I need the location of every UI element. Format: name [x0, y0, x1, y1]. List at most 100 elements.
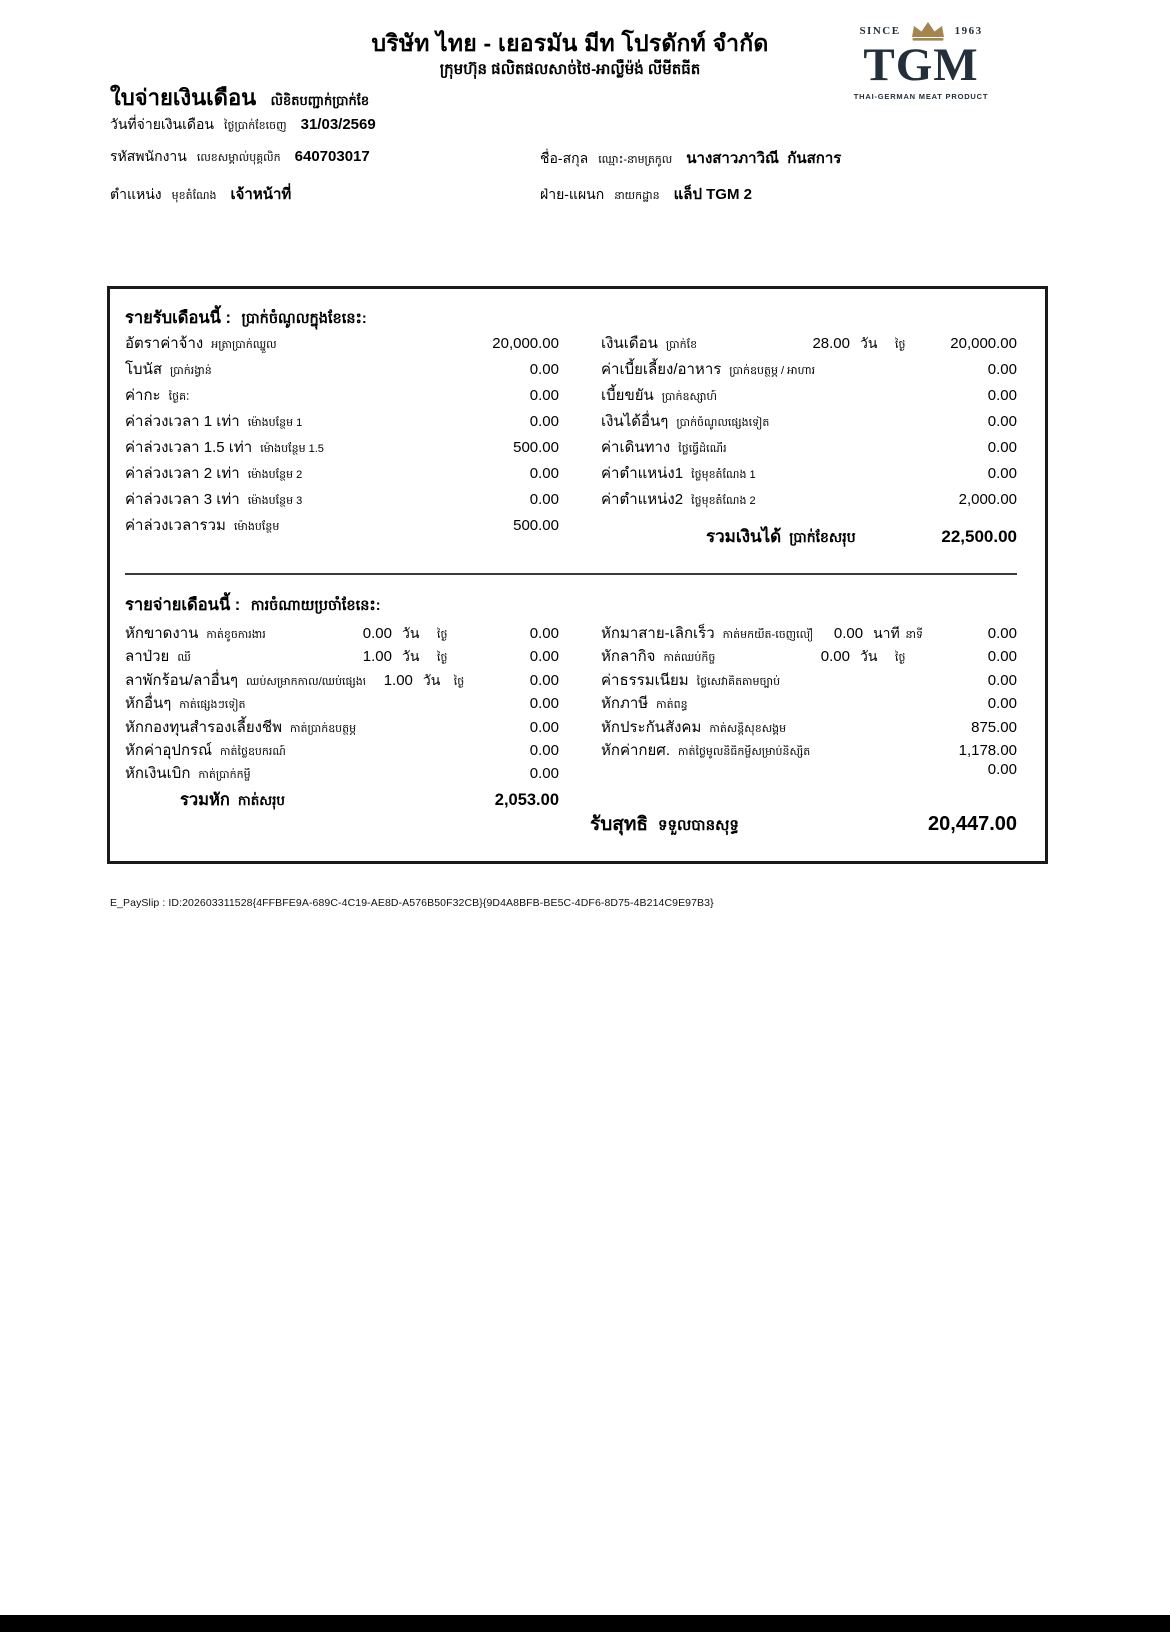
deductions-total-row: รวมหัก កាត់សរុប 2,053.00: [125, 787, 559, 813]
row-label-thai: อัตราค่าจ้าง: [125, 335, 204, 352]
row-label-thai: ค่าธรรมเนียม: [601, 671, 689, 689]
row-label-thai: ค่าตำแหน่ง2: [601, 491, 684, 508]
logo-acronym: TGM: [863, 39, 979, 91]
pay-row: หักภาษี កាត់ពន្ធ 0.00: [601, 691, 1017, 714]
pay-row: ค่าธรรมเนียม ថ្លៃសេវាគិតតាមច្បាប់ 0.00: [601, 668, 1017, 691]
pay-row: เงินได้อื่นๆ ប្រាក់ចំណូលផ្សេងទៀត 0.00: [601, 409, 1017, 435]
pay-row: หักมาสาย-เลิกเร็ว កាត់មកយឺត-ចេញលឿន 0.00 …: [601, 621, 1017, 644]
row-amount: 0.00: [987, 465, 1017, 482]
row-label-khmer: ប្រាក់ខែ: [665, 339, 698, 351]
row-label-khmer: កាត់ប្រាក់ឧបត្ថម្ភ: [290, 722, 357, 735]
employee-id-label-thai: รหัสพนักงาน: [110, 148, 187, 164]
pay-row: โบนัส ប្រាក់រង្វាន់ 0.00: [125, 357, 559, 383]
row-unit-thai: วัน: [860, 335, 878, 351]
crown-icon: [908, 20, 948, 42]
row-label-khmer: កាត់ខូចការងារ: [206, 629, 266, 641]
row-unit-khmer: នាទី: [905, 629, 923, 641]
row-label-khmer: កាត់ថ្លៃឧបករណ៍: [220, 745, 286, 758]
row-label-thai: ค่าล่วงเวลารวม: [125, 517, 226, 534]
row-label-khmer: ថ្លៃសេវាគិតតាមច្បាប់: [696, 675, 781, 688]
row-amount: 0.00: [987, 625, 1017, 642]
deductions-title-thai: รายจ่ายเดือนนี้ :: [125, 596, 241, 614]
income-total-label-thai: รวมเงินได้: [706, 527, 782, 546]
row-quantity: 0.00: [820, 648, 850, 666]
pay-row: ลาป่วย ឈឺ 1.00 วัน ថ្ងៃ 0.00: [125, 644, 559, 667]
row-label-thai: หักประกันสังคม: [601, 718, 702, 736]
row-amount: 0.00: [987, 695, 1017, 713]
row-label-khmer: កាត់ថ្លៃមូលនិធិកម្ចីសម្រាប់និស្សិត: [678, 745, 811, 758]
row-label-khmer: ប្រាក់ឧស្សាហ៍: [661, 391, 718, 403]
pay-row: เงินเดือน ប្រាក់ខែ 28.00 วัน ថ្ងៃ 20,000…: [601, 331, 1017, 357]
logo-year-label: 1963: [954, 25, 983, 37]
row-unit-khmer: ថ្ងៃ: [453, 675, 465, 688]
department-label-thai: ฝ่าย-แผนก: [540, 186, 605, 202]
income-total-amount: 22,500.00: [941, 527, 1017, 546]
row-label-thai: เงินได้อื่นๆ: [601, 413, 669, 430]
net-pay-label-thai: รับสุทธิ: [590, 814, 648, 835]
employee-name-value: นางสาวภาวิณี กันสการ: [686, 150, 842, 167]
row-label-khmer: ថ្លៃមុខតំណែង 2: [691, 495, 756, 507]
row-amount: 0.00: [529, 765, 559, 783]
document-title-row: ใบจ่ายเงินเดือน លិខិតបញ្ជាក់ប្រាក់ខែ: [110, 80, 369, 115]
row-label-thai: ลาพักร้อน/ลาอื่นๆ: [125, 671, 239, 689]
row-amount: 0.00: [529, 671, 559, 689]
row-label-thai: หักเงินเบิก: [125, 765, 191, 783]
row-label-thai: ค่าล่วงเวลา 1.5 เท่า: [125, 439, 253, 456]
row-amount: 0.00: [529, 648, 559, 666]
row-label-khmer: ប្រាក់ឧបត្ថម្ភ / អាហារ: [729, 365, 816, 377]
income-total-label-khmer: ប្រាក់ខែសរុប: [789, 529, 856, 545]
pay-row: ค่าตำแหน่ง1 ថ្លៃមុខតំណែង 1 0.00: [601, 461, 1017, 487]
document-title-khmer: លិខិតបញ្ជាក់ប្រាក់ខែ: [270, 93, 370, 108]
position-label-khmer: មុខតំណែង: [171, 190, 217, 202]
pay-date-label-thai: วันที่จ่ายเงินเดือน: [110, 116, 214, 132]
pay-row: หักกองทุนสำรองเลี้ยงชีพ កាត់ប្រាក់ឧបត្ថម…: [125, 715, 559, 738]
pay-row: หักประกันสังคม កាត់សន្តិសុខសង្គម 875.00: [601, 715, 1017, 738]
row-amount: 0.00: [987, 671, 1017, 689]
row-label-thai: หักกองทุนสำรองเลี้ยงชีพ: [125, 718, 282, 736]
logo-tagline: THAI-GERMAN MEAT PRODUCT: [853, 91, 989, 101]
row-label-khmer: ឈប់សម្រាកកាល/ឈប់ផ្សេងទៀត: [246, 675, 365, 688]
row-label-thai: ค่าล่วงเวลา 3 เท่า: [125, 491, 240, 508]
employee-id-value: 640703017: [294, 148, 370, 165]
deductions-total-label-thai: รวมหัก: [180, 791, 230, 809]
deductions-total-amount: 2,053.00: [494, 791, 559, 809]
row-quantity: 0.00: [833, 625, 864, 642]
pay-row: ค่าล่วงเวลา 2 เท่า ម៉ោងបន្ថែម 2 0.00: [125, 461, 559, 487]
row-amount: 0.00: [529, 465, 559, 482]
row-label-thai: หักขาดงาน: [125, 625, 199, 642]
row-label-khmer: ម៉ោងបន្ថែម: [233, 521, 280, 533]
section-divider: [125, 573, 1017, 575]
row-label-khmer: កាត់សន្តិសុខសង្គម: [709, 722, 787, 735]
row-quantity: 28.00: [812, 335, 850, 352]
income-total-row: รวมเงินได้ ប្រាក់ខែសរុប 22,500.00: [601, 523, 1017, 550]
row-amount: 0.00: [987, 413, 1017, 430]
row-label-khmer: ឈឺ: [177, 652, 191, 665]
company-name-thai: บริษัท ไทย - เยอรมัน มีท โปรดักท์ จำกัด: [371, 30, 769, 56]
row-unit-khmer: ថ្ងៃ: [895, 652, 906, 665]
logo-since-label: SINCE: [859, 25, 901, 37]
row-amount: 20,000.00: [950, 335, 1017, 352]
row-amount: 0.00: [529, 625, 559, 642]
company-logo: SINCE 1963 TGM THAI-GERMAN MEAT PRODUCT: [842, 20, 1000, 101]
pay-date-value: 31/03/2569: [300, 116, 376, 133]
row-label-thai: หักอื่นๆ: [125, 695, 172, 713]
row-label-thai: หักมาสาย-เลิกเร็ว: [601, 625, 715, 642]
row-label-khmer: ម៉ោងបន្ថែម 2: [247, 469, 303, 481]
row-label-thai: ค่าเดินทาง: [601, 439, 671, 456]
net-pay-amount: 20,447.00: [928, 813, 1017, 835]
row-unit-thai: วัน: [422, 671, 441, 688]
row-quantity: 0.00: [362, 625, 392, 642]
pay-row: ค่าล่วงเวลารวม ម៉ោងបន្ថែម 500.00: [125, 513, 559, 539]
row-label-khmer: ម៉ោងបន្ថែម 1.5: [260, 443, 324, 455]
pay-row: ค่าเบี้ยเลี้ยง/อาหาร ប្រាក់ឧបត្ថម្ភ / អា…: [601, 357, 1017, 383]
row-amount: 1,178.00: [958, 741, 1017, 759]
row-label-thai: โบนัส: [125, 361, 162, 378]
row-label-thai: เบี้ยขยัน: [601, 387, 654, 404]
row-unit-khmer: ថ្ងៃ: [895, 339, 906, 351]
row-unit-khmer: ថ្ងៃ: [437, 652, 448, 665]
row-label-khmer: ថ្លៃមុខតំណែង 1: [691, 469, 756, 481]
position-value: เจ้าหน้าที่: [230, 186, 292, 203]
row-label-khmer: ម៉ោងបន្ថែម 1: [247, 417, 303, 429]
row-label-thai: ค่ากะ: [125, 387, 161, 404]
